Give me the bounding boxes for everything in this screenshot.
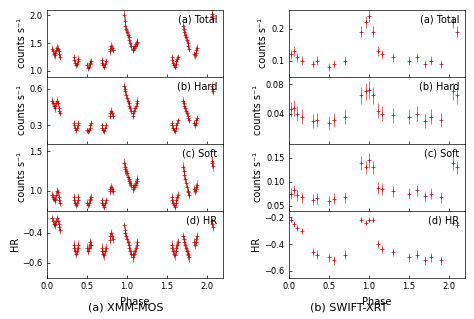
Y-axis label: counts s⁻¹: counts s⁻¹: [17, 85, 27, 135]
Y-axis label: HR: HR: [251, 237, 261, 251]
X-axis label: Phase: Phase: [120, 297, 150, 307]
Text: (d) HR: (d) HR: [186, 216, 218, 226]
Text: (c) Soft: (c) Soft: [182, 149, 218, 159]
Y-axis label: HR: HR: [9, 237, 19, 251]
Text: (b) SWIFT-XRT: (b) SWIFT-XRT: [310, 303, 387, 313]
Text: (d) HR: (d) HR: [428, 216, 459, 226]
Y-axis label: counts s⁻¹: counts s⁻¹: [17, 18, 27, 68]
X-axis label: Phase: Phase: [362, 297, 392, 307]
Text: (c) Soft: (c) Soft: [424, 149, 459, 159]
Text: (a) XMM-MOS: (a) XMM-MOS: [88, 303, 164, 313]
Y-axis label: counts s⁻¹: counts s⁻¹: [253, 152, 263, 202]
Text: (b) Hard: (b) Hard: [419, 82, 459, 92]
Text: (a) Total: (a) Total: [178, 15, 218, 25]
Text: (a) Total: (a) Total: [420, 15, 459, 25]
Y-axis label: counts s⁻¹: counts s⁻¹: [253, 85, 263, 135]
Y-axis label: counts s⁻¹: counts s⁻¹: [17, 152, 27, 202]
Y-axis label: counts s⁻¹: counts s⁻¹: [258, 18, 268, 68]
Text: (b) Hard: (b) Hard: [177, 82, 218, 92]
